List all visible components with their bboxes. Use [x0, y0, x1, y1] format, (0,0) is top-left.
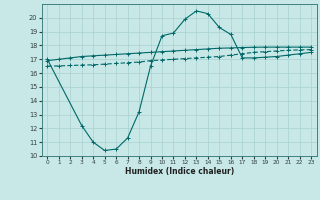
X-axis label: Humidex (Indice chaleur): Humidex (Indice chaleur)	[124, 167, 234, 176]
